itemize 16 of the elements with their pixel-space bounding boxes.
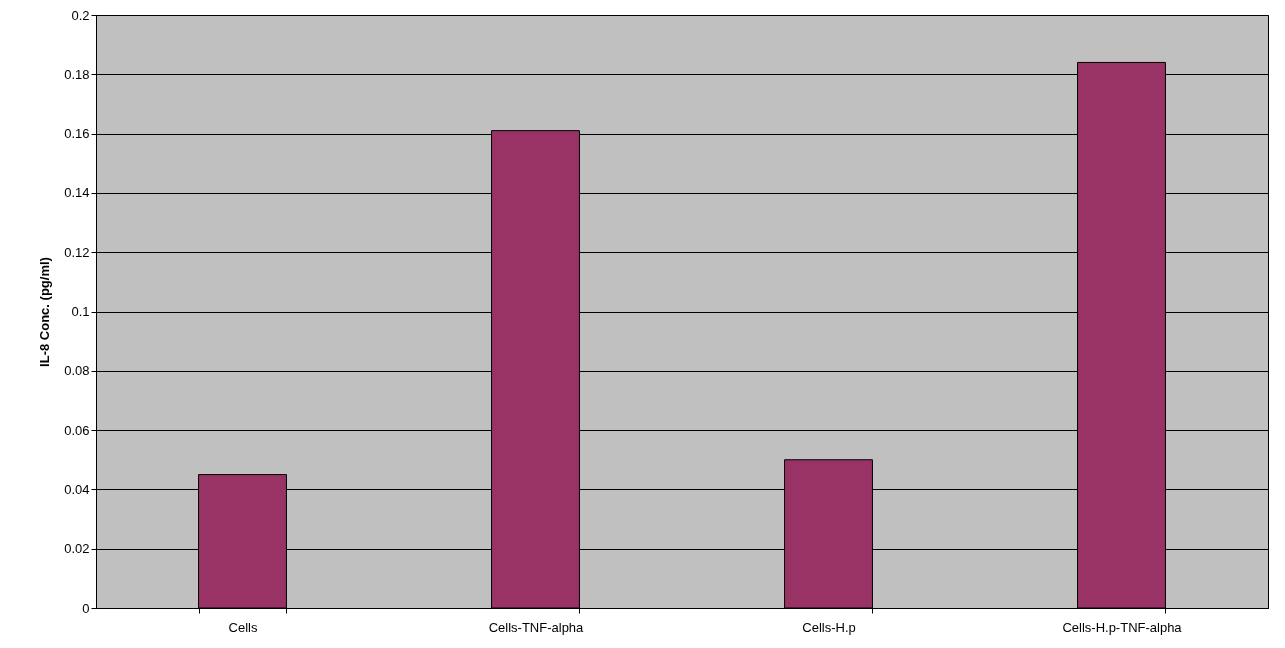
x-tick-label: Cells-TNF-alpha [488, 619, 585, 635]
y-tick-label: 0.14 [64, 185, 90, 201]
y-tick-label: 0.04 [64, 481, 90, 497]
y-tick-label: 0 [82, 600, 90, 616]
y-tick-label: 0.08 [64, 363, 90, 379]
x-tick-label: Cells [228, 619, 258, 635]
y-tick-label: 0.18 [64, 66, 90, 82]
y-tick-label: 0.12 [64, 244, 90, 260]
y-tick-label: 0.2 [71, 7, 90, 23]
y-tick-label: 0.16 [64, 126, 90, 142]
y-tick-label: 0.1 [71, 304, 90, 319]
x-tick-label: Cells-H.p [802, 619, 856, 635]
x-tick-label: Cells-H.p-TNF-alpha [1062, 619, 1183, 635]
y-axis-title: IL-8 Conc. (pg/ml) [37, 257, 53, 367]
y-tick-label: 0.06 [64, 422, 90, 438]
y-tick-label: 0.02 [64, 541, 90, 557]
